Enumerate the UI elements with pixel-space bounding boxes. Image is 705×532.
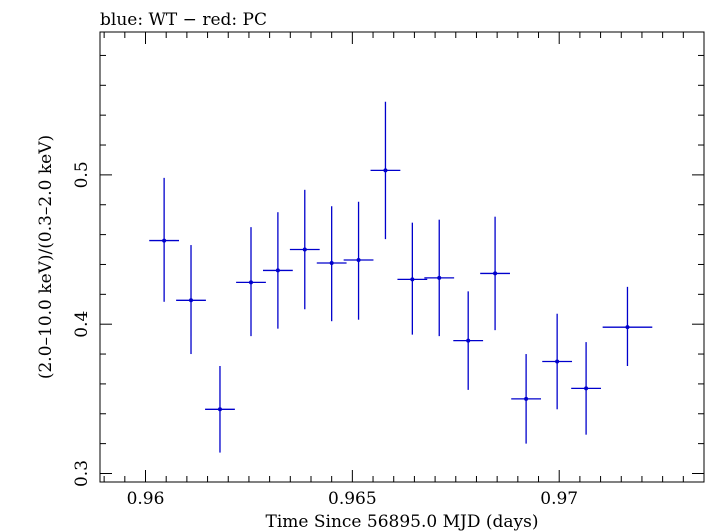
- data-point: [542, 313, 573, 410]
- point-marker: [302, 247, 307, 252]
- data-point: [480, 216, 510, 331]
- point-marker: [329, 260, 334, 265]
- x-tick-label: 0.97: [540, 489, 578, 509]
- data-point: [149, 177, 180, 302]
- point-marker: [625, 325, 630, 330]
- point-marker: [249, 280, 253, 285]
- point-marker: [437, 275, 442, 280]
- point-marker: [383, 168, 388, 173]
- data-point: [176, 245, 206, 355]
- plot-frame: [99, 31, 705, 483]
- data-point: [343, 201, 374, 320]
- point-marker: [217, 407, 222, 412]
- x-tick-label: 0.96: [127, 489, 165, 509]
- y-tick-label: 0.3: [72, 460, 92, 487]
- point-marker: [275, 268, 280, 273]
- y-axis-label: (2.0–10.0 keV)/(0.3–2.0 keV): [36, 135, 56, 379]
- point-marker: [162, 238, 167, 243]
- point-marker: [493, 271, 498, 276]
- data-point: [289, 189, 320, 310]
- y-tick-label: 0.4: [72, 311, 92, 338]
- data-point: [602, 286, 653, 366]
- data-point: [262, 212, 293, 329]
- data-point: [397, 222, 428, 335]
- data-point: [205, 365, 235, 453]
- point-marker: [466, 338, 471, 343]
- data-point: [571, 342, 601, 435]
- chart-title: blue: WT − red: PC: [100, 10, 267, 30]
- point-marker: [189, 298, 194, 303]
- data-point: [236, 227, 266, 337]
- data-point: [370, 101, 401, 240]
- point-marker: [584, 386, 589, 391]
- point-marker: [410, 277, 415, 282]
- data-point: [511, 354, 542, 444]
- point-marker: [524, 396, 529, 401]
- data-series: [149, 101, 653, 453]
- data-point: [316, 206, 347, 322]
- x-axis-label: Time Since 56895.0 MJD (days): [266, 512, 539, 532]
- point-marker: [356, 257, 361, 262]
- y-tick-label: 0.5: [72, 161, 92, 188]
- data-point: [424, 219, 455, 337]
- point-marker: [555, 359, 560, 364]
- data-point: [453, 291, 484, 390]
- x-tick-label: 0.965: [328, 489, 377, 509]
- x-axis: 0.96 0.965 0.97: [103, 32, 705, 509]
- y-axis: 0.3 0.4 0.5: [72, 54, 704, 487]
